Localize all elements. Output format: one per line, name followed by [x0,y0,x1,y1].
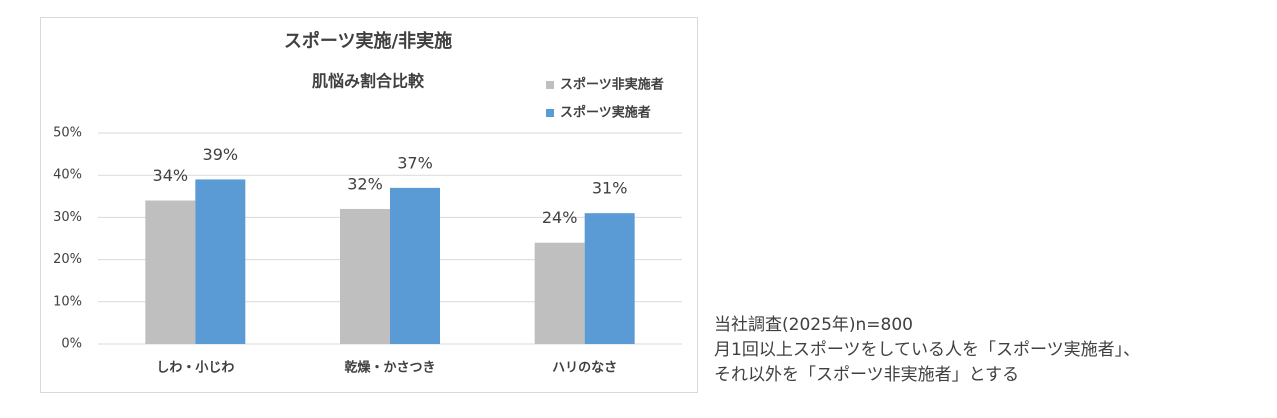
value-label: 31% [592,179,628,198]
y-tick-label: 50% [53,126,82,141]
annotation: 月1回以上スポーツをしている人を「スポーツ実施者」、 [714,340,1140,360]
legend-swatch [546,109,554,117]
bar [390,187,440,344]
bar [584,213,635,344]
bar [340,208,390,344]
annotation: それ以外を「スポーツ非実施者」とする [714,365,1019,385]
value-label: 32% [347,174,383,193]
legend-label: スポーツ非実施者 [560,77,664,93]
bar [534,242,585,344]
value-label: 24% [542,208,578,227]
bar [145,200,196,344]
annotation: 当社調査(2025年)n=800 [714,315,913,335]
value-label: 34% [153,166,189,185]
legend-label: スポーツ実施者 [560,105,651,121]
y-tick-label: 30% [53,210,82,225]
chart-subtitle: 肌悩み割合比較 [312,72,425,91]
y-tick-label: 0% [61,337,82,352]
x-tick-label: しわ・小じわ [156,361,234,376]
x-tick-label: 乾燥・かさつき [344,360,435,376]
x-tick-label: ハリのなさ [552,361,617,376]
chart-title: スポーツ実施/非実施 [284,30,452,52]
y-tick-label: 10% [53,294,82,309]
value-label: 39% [203,145,239,164]
value-label: 37% [397,153,433,172]
y-tick-label: 20% [53,252,82,267]
legend-swatch [546,81,554,89]
y-tick-label: 40% [53,168,82,183]
bar [195,179,246,344]
